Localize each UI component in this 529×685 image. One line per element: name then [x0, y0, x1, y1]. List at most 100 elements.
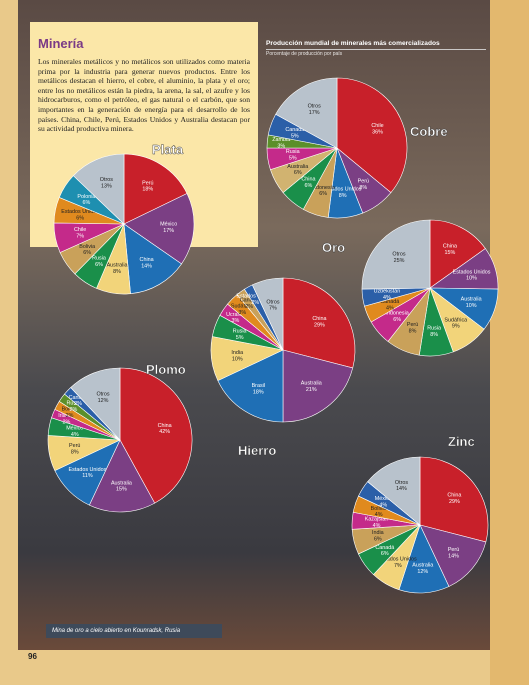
slice-value: 7% [394, 563, 402, 569]
slice-label: Indonesia [385, 311, 408, 317]
slice-label: Otros [395, 480, 408, 486]
slice-label: Otros [100, 177, 113, 183]
slice-label: Indonesia [311, 185, 334, 191]
slice-label: Rusia [67, 400, 81, 406]
slice-label: Estados Unidos [379, 557, 417, 563]
slice-value: 6% [381, 551, 389, 557]
pie-slice [123, 193, 195, 265]
slice-label: China [447, 493, 461, 499]
slice-value: 3% [238, 310, 246, 316]
slice-value: 6% [76, 216, 84, 222]
slice-value: 6% [95, 262, 103, 268]
slice-value: 4% [386, 305, 394, 311]
slice-label: Polonia [77, 194, 95, 200]
slice-label: Sudáfrica [231, 303, 254, 309]
slice-value: 36% [372, 130, 383, 136]
slice-value: 8% [113, 269, 121, 275]
slice-value: 3% [231, 318, 239, 324]
intro-title: Minería [38, 36, 84, 51]
slice-label: Estados Unidos [69, 467, 107, 473]
slice-label: India [231, 350, 243, 356]
pie-slice [282, 277, 356, 369]
slice-label: Perú [448, 547, 459, 553]
slice-label: Canadá [285, 127, 304, 133]
slice-label: Uzbekistán [374, 288, 401, 294]
slice-label: China [312, 316, 326, 322]
slice-label: Australia [301, 381, 322, 387]
pie-slice [282, 349, 354, 423]
chart-title: Plata [152, 142, 184, 157]
slice-value: 21% [306, 387, 317, 393]
slice-label: Ucrania [226, 312, 245, 318]
slice-value: 6% [393, 317, 401, 323]
slice-value: 18% [253, 390, 264, 396]
slice-label: India [372, 530, 384, 536]
pie-slice [88, 439, 156, 513]
slice-value: 2% [63, 419, 71, 425]
slice-value: 4% [383, 295, 391, 301]
slice-value: 8% [71, 449, 79, 455]
slice-label: China [443, 244, 457, 250]
slice-value: 6% [83, 250, 91, 256]
slice-value: 5% [291, 133, 299, 139]
slice-label: Irlanda [58, 413, 74, 419]
slice-label: Rusia [233, 329, 247, 335]
slice-value: 6% [83, 200, 91, 206]
slice-value: 4% [375, 512, 383, 518]
slice-label: México [160, 222, 177, 228]
slice-label: Zambia [272, 137, 290, 143]
slice-label: Canadá [69, 395, 88, 401]
pie-slice [275, 77, 338, 149]
pie-slice [70, 367, 121, 441]
slice-label: Perú [142, 180, 153, 186]
slice-value: 6% [305, 183, 313, 189]
slice-value: 13% [101, 183, 112, 189]
slice-label: Estados Unidos [61, 209, 99, 215]
slice-label: China [301, 177, 315, 183]
photo-caption: Mina de oro a cielo abierto en Kounradsk… [46, 624, 222, 638]
slice-label: Perú [407, 322, 418, 328]
chart-title: Plomo [146, 362, 186, 377]
slice-value: 6% [374, 536, 382, 542]
slice-value: 12% [417, 569, 428, 575]
slice-value: 10% [466, 303, 477, 309]
slice-label: Perú [358, 178, 369, 184]
pie-slice [72, 153, 125, 225]
slice-value: 15% [116, 487, 127, 493]
slice-value: 4% [373, 523, 381, 529]
slice-label: Bolivia [79, 244, 95, 250]
slice-value: 25% [394, 258, 405, 264]
slice-value: 10% [232, 356, 243, 362]
slice-label: Kazajstán [365, 516, 389, 522]
slice-label: Sudáfrica [444, 317, 467, 323]
slice-label: Australia [107, 262, 128, 268]
slice-label: Australia [111, 480, 132, 486]
intro: Minería Los minerales metálicos y no met… [38, 36, 250, 134]
header-title: Producción mundial de minerales más come… [266, 40, 440, 47]
slice-label: Rusia [427, 326, 441, 332]
slice-value: 2% [245, 304, 253, 310]
slice-value: 10% [466, 276, 477, 282]
pie-slice [119, 367, 193, 504]
slice-value: 4% [71, 432, 79, 438]
slice-value: 4% [379, 502, 387, 508]
slice-value: 2% [66, 413, 74, 419]
slice-label: Bolivia [62, 406, 78, 412]
chart-title: Cobre [410, 124, 448, 139]
slice-label: Estados Unidos [324, 187, 362, 193]
slice-label: Otros [266, 299, 279, 305]
slice-value: 14% [141, 263, 152, 269]
slice-label: China [140, 257, 154, 263]
slice-value: 8% [430, 332, 438, 338]
slice-value: 17% [309, 110, 320, 116]
slice-value: 12% [98, 398, 109, 404]
slice-value: 14% [448, 553, 459, 559]
page-number: 96 [28, 652, 37, 661]
slice-value: 9% [452, 324, 460, 330]
slice-label: Rusia [92, 255, 106, 261]
slice-value: 2% [74, 401, 82, 407]
slice-label: Otros [308, 104, 321, 110]
pie-slice [367, 456, 421, 526]
chart-title: Oro [322, 240, 345, 255]
slice-label: Estados Unidos [236, 294, 274, 300]
